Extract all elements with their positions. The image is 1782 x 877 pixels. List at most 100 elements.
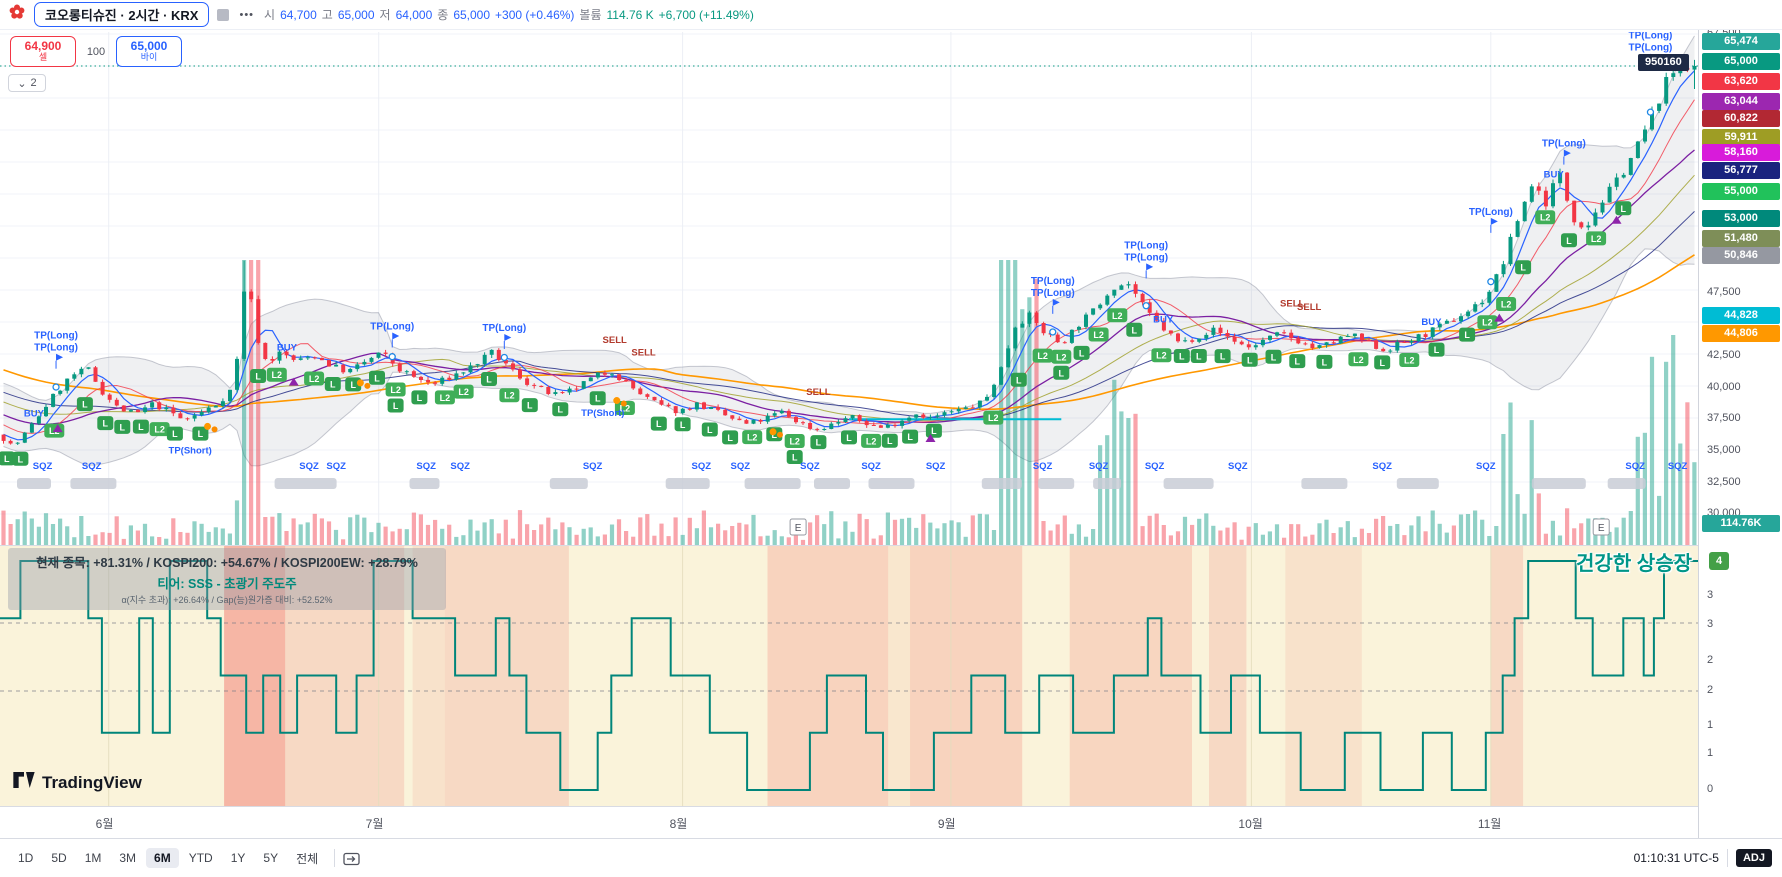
price-label: 53,000	[1702, 210, 1780, 227]
svg-text:L2: L2	[440, 393, 451, 403]
svg-text:BUY: BUY	[1544, 169, 1565, 180]
range-button-5D[interactable]: 5D	[51, 851, 67, 865]
svg-text:L: L	[707, 425, 713, 435]
svg-text:L2: L2	[458, 387, 469, 397]
svg-text:L: L	[1434, 345, 1440, 355]
svg-text:L2: L2	[309, 374, 320, 384]
svg-text:TP(Long): TP(Long)	[34, 331, 78, 342]
svg-text:TP(Long): TP(Long)	[1124, 252, 1168, 263]
month-label: 8월	[669, 817, 688, 831]
svg-text:L: L	[103, 419, 109, 429]
quantity-field[interactable]: 100	[86, 45, 106, 58]
svg-text:L2: L2	[1501, 300, 1512, 310]
svg-text:SELL: SELL	[1297, 302, 1321, 313]
price-label: 56,777	[1702, 162, 1780, 179]
month-label: 6월	[95, 817, 114, 831]
tradingview-logo[interactable]: TradingView	[12, 770, 142, 795]
high-value: 65,000	[337, 7, 375, 22]
buy-label: 바이	[140, 52, 158, 63]
price-tick: 47,500	[1707, 286, 1741, 298]
month-label: 11월	[1477, 817, 1502, 831]
symbol-logo-icon	[8, 3, 26, 26]
svg-text:SELL: SELL	[631, 347, 655, 358]
svg-text:BUY: BUY	[1421, 317, 1442, 328]
indicator-tick: 1	[1707, 747, 1714, 759]
clock-label[interactable]: 01:10:31 UTC-5	[1633, 851, 1719, 865]
svg-text:SQZ: SQZ	[326, 461, 346, 472]
svg-text:L: L	[172, 429, 178, 439]
time-scale[interactable]: 6월 7월 8월 9월 10월 11월	[0, 806, 1782, 838]
svg-text:L: L	[846, 433, 852, 443]
svg-text:L2: L2	[390, 385, 401, 395]
object-tree-collapse-button[interactable]: ⌄ 2	[8, 74, 46, 92]
volume-change: +6,700 (+11.49%)	[658, 7, 754, 22]
svg-text:SELL: SELL	[806, 387, 830, 398]
price-tick: 35,000	[1707, 444, 1741, 456]
svg-text:L2: L2	[988, 413, 999, 423]
volume-label: 볼륨	[579, 8, 602, 22]
svg-text:L2: L2	[1037, 351, 1048, 361]
svg-text:SQZ: SQZ	[731, 461, 751, 472]
price-tick: 40,000	[1707, 381, 1741, 393]
svg-text:TP(Long): TP(Long)	[1629, 32, 1673, 42]
toolbar-divider	[1726, 849, 1728, 867]
go-to-date-button[interactable]	[343, 851, 360, 866]
range-button-6M[interactable]: 6M	[146, 848, 179, 868]
svg-text:L2: L2	[747, 433, 758, 443]
svg-text:L: L	[1179, 352, 1185, 362]
svg-text:L: L	[1566, 236, 1572, 246]
svg-text:L: L	[727, 433, 733, 443]
symbol-code-label: 950160	[1638, 54, 1689, 71]
range-button-1Y[interactable]: 1Y	[230, 851, 246, 865]
range-button-1M[interactable]: 1M	[84, 851, 102, 865]
pane-separator[interactable]	[0, 545, 1782, 546]
svg-text:TP(Long): TP(Long)	[370, 321, 414, 332]
range-button-전체[interactable]: 전체	[296, 851, 319, 866]
svg-text:SQZ: SQZ	[299, 461, 319, 472]
buy-button[interactable]: 65,000 바이	[116, 36, 182, 67]
svg-text:L: L	[1520, 263, 1526, 273]
symbol-search-field[interactable]: 코오롱티슈진 · 2시간 · KRX	[34, 2, 210, 27]
price-tick: 42,500	[1707, 349, 1741, 361]
price-label: 55,000	[1702, 183, 1780, 200]
change-value: +300 (+0.46%)	[495, 7, 575, 22]
svg-text:L: L	[255, 372, 261, 382]
svg-text:L: L	[198, 429, 204, 439]
sell-button[interactable]: 64,900 셀	[10, 36, 76, 67]
svg-text:L: L	[374, 373, 380, 383]
price-label: 44,806	[1702, 325, 1780, 342]
open-value: 64,700	[280, 7, 317, 22]
svg-text:L: L	[1079, 348, 1085, 358]
svg-text:L2: L2	[1404, 356, 1415, 366]
svg-text:SQZ: SQZ	[1089, 461, 1109, 472]
svg-text:SELL: SELL	[603, 335, 627, 346]
price-label: 44,828	[1702, 307, 1780, 324]
svg-text:SQZ: SQZ	[861, 461, 881, 472]
more-options-button[interactable]: •••	[239, 8, 255, 21]
market-status-icon[interactable]	[217, 8, 230, 21]
price-scale[interactable]: 67,50047,50042,50040,00037,50035,00032,5…	[1698, 0, 1782, 877]
toolbar-divider	[334, 849, 336, 867]
indicator-panel[interactable]	[0, 545, 1698, 806]
svg-text:L2: L2	[272, 370, 283, 380]
svg-text:L: L	[1247, 355, 1253, 365]
svg-text:L: L	[656, 419, 662, 429]
svg-text:TP(Long): TP(Long)	[1629, 43, 1673, 54]
svg-text:TP(Long): TP(Long)	[34, 343, 78, 354]
range-button-YTD[interactable]: YTD	[188, 851, 213, 865]
svg-text:L2: L2	[1156, 351, 1167, 361]
open-label: 시	[264, 8, 276, 22]
svg-text:TP(Long): TP(Long)	[1031, 288, 1075, 299]
main-chart-pane[interactable]: LLL2LLLLL2LLLL2L2LLLL2LLL2L2LL2LLLL2LLLL…	[0, 32, 1698, 545]
svg-text:L: L	[138, 422, 144, 432]
price-label: 65,474	[1702, 33, 1780, 50]
svg-text:L2: L2	[504, 391, 515, 401]
price-label: 50,846	[1702, 247, 1780, 264]
svg-text:TP(Short): TP(Short)	[581, 408, 624, 419]
range-button-3M[interactable]: 3M	[119, 851, 137, 865]
range-button-1D[interactable]: 1D	[18, 851, 34, 865]
svg-text:L: L	[1379, 358, 1385, 368]
adjust-data-toggle[interactable]: ADJ	[1735, 849, 1772, 867]
range-button-5Y[interactable]: 5Y	[263, 851, 279, 865]
